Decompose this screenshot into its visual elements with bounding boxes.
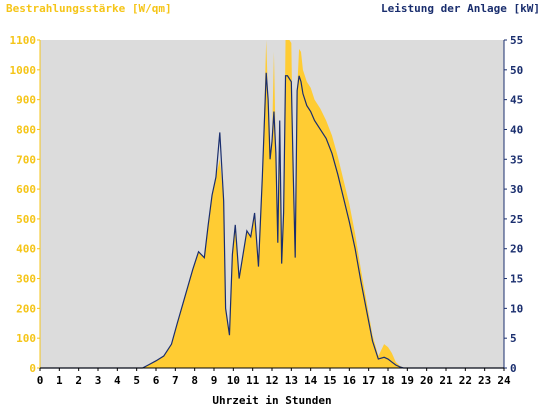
right-tick-label: 50 [510,64,523,77]
x-tick-label: 23 [478,374,491,387]
right-tick-label: 45 [510,94,523,107]
x-tick-label: 18 [381,374,394,387]
right-tick-label: 30 [510,183,523,196]
x-tick-label: 20 [420,374,433,387]
right-tick-label: 0 [510,362,517,375]
x-tick-label: 13 [285,374,298,387]
left-tick-label: 500 [16,213,36,226]
x-tick-label: 24 [497,374,511,387]
left-tick-label: 900 [16,94,36,107]
left-tick-label: 1000 [10,64,37,77]
left-tick-label: 800 [16,123,36,136]
x-tick-label: 3 [95,374,102,387]
right-tick-label: 25 [510,213,523,226]
right-tick-label: 40 [510,123,523,136]
irradiance-area [40,40,504,368]
left-axis-title: Bestrahlungsstärke [W/qm] [6,2,172,15]
x-axis-title: Uhrzeit in Stunden [212,394,331,407]
right-tick-label: 5 [510,332,517,345]
left-tick-label: 600 [16,183,36,196]
x-tick-label: 16 [343,374,357,387]
x-tick-label: 9 [211,374,218,387]
left-tick-label: 0 [29,362,36,375]
left-tick-label: 1100 [10,34,37,47]
x-tick-label: 17 [362,374,375,387]
right-tick-label: 15 [510,273,523,286]
x-tick-label: 22 [459,374,472,387]
left-tick-label: 100 [16,332,36,345]
right-tick-label: 35 [510,153,523,166]
x-tick-label: 8 [191,374,198,387]
right-axis-title: Leistung der Anlage [kW] [381,2,540,15]
x-tick-label: 6 [153,374,160,387]
x-tick-label: 10 [227,374,240,387]
power-line [40,72,504,369]
left-tick-label: 300 [16,273,36,286]
x-tick-label: 19 [401,374,414,387]
x-tick-label: 2 [75,374,82,387]
x-tick-label: 21 [439,374,453,387]
right-tick-label: 55 [510,34,523,47]
x-tick-label: 14 [304,374,318,387]
x-tick-label: 7 [172,374,179,387]
x-tick-label: 4 [114,374,121,387]
left-tick-label: 700 [16,153,36,166]
right-tick-label: 20 [510,243,523,256]
x-tick-label: 12 [265,374,278,387]
x-tick-label: 0 [37,374,44,387]
right-tick-label: 10 [510,302,523,315]
x-tick-label: 15 [323,374,336,387]
tick-labels: 0100200300400500600700800900100011000510… [10,34,524,387]
left-tick-label: 400 [16,243,36,256]
x-tick-label: 1 [56,374,63,387]
left-tick-label: 200 [16,302,36,315]
series-layer [40,40,504,369]
x-tick-label: 11 [246,374,260,387]
x-tick-label: 5 [133,374,140,387]
